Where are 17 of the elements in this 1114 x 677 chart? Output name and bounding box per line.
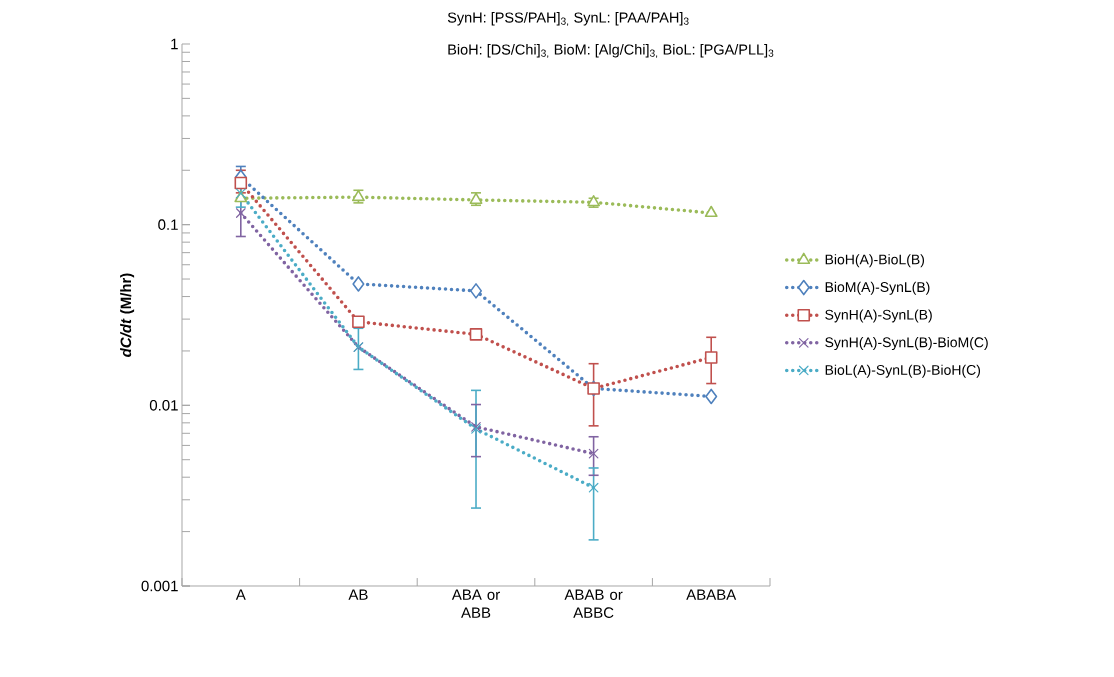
- x-tick-label: ABA or ABB: [451, 589, 500, 618]
- x-tick-label: ABABA: [686, 589, 737, 600]
- y-axis-title: dC/dt (M/hr): [120, 273, 135, 357]
- x-tick-label: ABAB or ABBC: [564, 589, 623, 618]
- legend-label: SynH(A)-SynL(B)-BioM(C): [825, 337, 988, 351]
- legend-label: SynH(A)-SynL(B): [825, 309, 932, 323]
- x-tick-label: A: [235, 589, 246, 600]
- legend-label: BioM(A)-SynL(B): [825, 281, 930, 295]
- annotation: BioH: [DS/Chi]$_{3,}$ BioM: [Alg/Chi]$_{3,}$ BioL: [PGA/PLL]$_{3}$: [448, 44, 774, 58]
- x-tick-label: AB: [348, 589, 368, 600]
- legend-label: BioH(A)-BioL(B): [825, 254, 925, 268]
- y-tick-label: 0.1: [158, 219, 178, 230]
- text: SynH: [PSS/PAH]$_{3,}$ SynL: [PAA/PAH]$_{3}$: [447, 12, 689, 26]
- y-tick-label: 1: [171, 38, 178, 50]
- legend-label: BioL(A)-SynL(B)-BioH(C): [825, 364, 981, 378]
- y-tick-label: 0.001: [141, 580, 178, 592]
- y-tick-label: 0.01: [149, 400, 178, 411]
